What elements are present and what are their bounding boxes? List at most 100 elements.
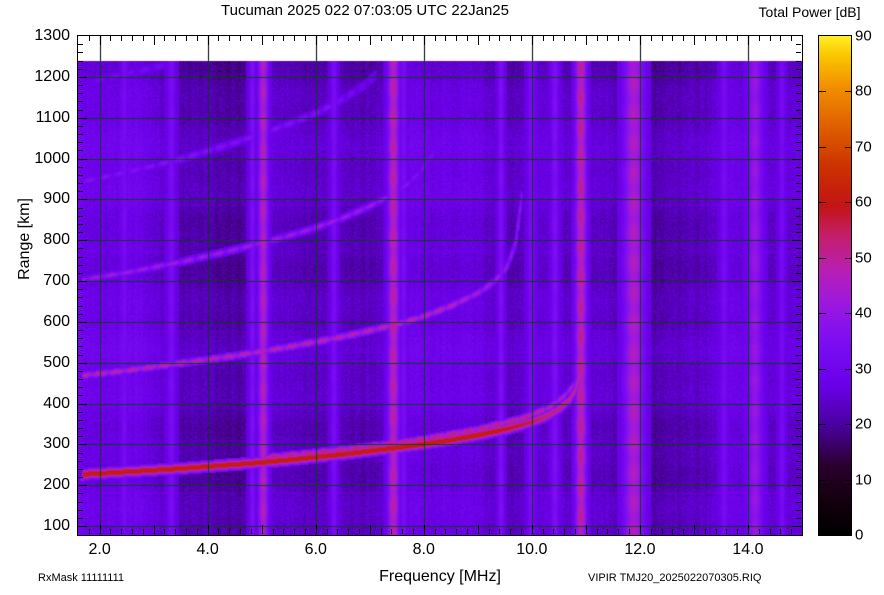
x-tick-mark xyxy=(154,36,155,45)
x-tick-mark xyxy=(597,529,598,534)
source-file-label: VIPIR TMJ20_2025022070305.RIQ xyxy=(588,572,762,584)
y-tick-mark xyxy=(796,387,801,388)
y-tick-label: 900 xyxy=(43,190,70,208)
x-tick-mark xyxy=(424,525,425,534)
x-tick-mark xyxy=(586,36,587,45)
x-tick-mark xyxy=(716,529,717,534)
y-tick-mark xyxy=(796,110,801,111)
x-tick-mark xyxy=(640,36,641,45)
y-tick-mark xyxy=(78,52,83,53)
y-tick-mark xyxy=(78,469,83,470)
x-tick-mark xyxy=(391,529,392,534)
x-tick-mark xyxy=(694,36,695,45)
ionogram-plot-area[interactable] xyxy=(77,35,803,536)
x-tick-mark xyxy=(662,529,663,534)
y-tick-mark xyxy=(796,93,801,94)
y-tick-mark xyxy=(796,248,801,249)
colorbar-title: Total Power [dB] xyxy=(758,4,861,20)
x-tick-mark xyxy=(748,36,749,45)
y-tick-mark xyxy=(78,493,83,494)
x-tick-mark xyxy=(607,529,608,534)
x-tick-mark xyxy=(240,529,241,534)
x-tick-mark xyxy=(305,529,306,534)
x-tick-mark xyxy=(197,529,198,534)
y-tick-mark xyxy=(796,510,801,511)
colorbar[interactable] xyxy=(818,35,852,536)
y-tick-mark xyxy=(78,412,83,413)
y-tick-mark xyxy=(78,436,83,437)
y-tick-mark xyxy=(78,118,87,119)
x-axis-title: Frequency [MHz] xyxy=(379,568,501,585)
y-tick-mark xyxy=(78,191,83,192)
x-tick-mark xyxy=(413,36,414,41)
colorbar-tick-label: 70 xyxy=(855,138,872,156)
y-tick-mark xyxy=(78,142,83,143)
x-tick-mark xyxy=(737,529,738,534)
x-tick-mark xyxy=(629,529,630,534)
x-tick-mark xyxy=(381,529,382,534)
x-tick-mark xyxy=(251,529,252,534)
x-tick-mark xyxy=(413,529,414,534)
y-tick-mark xyxy=(796,85,801,86)
y-tick-mark xyxy=(796,346,801,347)
x-tick-mark xyxy=(780,36,781,41)
y-tick-mark xyxy=(796,477,801,478)
y-tick-mark xyxy=(78,134,83,135)
y-tick-mark xyxy=(792,526,801,527)
x-tick-mark xyxy=(499,36,500,41)
y-tick-label: 400 xyxy=(43,394,70,412)
x-tick-mark xyxy=(683,529,684,534)
x-tick-mark xyxy=(294,36,295,41)
colorbar-gradient xyxy=(819,36,851,535)
colorbar-tick-mark xyxy=(845,424,852,425)
x-tick-mark xyxy=(251,36,252,41)
y-tick-mark xyxy=(78,518,83,519)
y-tick-mark xyxy=(78,110,83,111)
x-tick-mark xyxy=(478,525,479,534)
y-tick-mark xyxy=(78,175,83,176)
x-tick-mark xyxy=(337,36,338,41)
x-tick-mark xyxy=(456,529,457,534)
x-tick-mark xyxy=(672,529,673,534)
x-tick-mark xyxy=(435,529,436,534)
y-tick-mark xyxy=(796,208,801,209)
y-tick-mark xyxy=(792,322,801,323)
y-tick-mark xyxy=(78,240,87,241)
colorbar-tick-label: 80 xyxy=(855,82,872,100)
x-tick-mark xyxy=(337,529,338,534)
colorbar-tick-label: 0 xyxy=(855,526,864,544)
x-tick-mark xyxy=(121,36,122,41)
x-tick-label: 4.0 xyxy=(196,541,219,558)
x-tick-mark xyxy=(143,36,144,41)
y-tick-label: 500 xyxy=(43,353,70,371)
y-tick-mark xyxy=(796,150,801,151)
y-tick-mark xyxy=(78,363,87,364)
y-tick-mark xyxy=(796,232,801,233)
x-tick-mark xyxy=(759,36,760,41)
y-tick-mark xyxy=(78,273,83,274)
x-tick-mark xyxy=(445,529,446,534)
x-tick-mark xyxy=(489,36,490,41)
x-tick-mark xyxy=(726,36,727,41)
x-tick-mark xyxy=(370,525,371,534)
x-tick-mark xyxy=(186,529,187,534)
y-tick-mark xyxy=(78,444,87,445)
y-tick-mark xyxy=(78,289,83,290)
x-tick-mark xyxy=(705,529,706,534)
colorbar-tick-mark xyxy=(845,91,852,92)
y-tick-mark xyxy=(78,453,83,454)
y-tick-mark xyxy=(796,371,801,372)
x-tick-mark xyxy=(273,529,274,534)
y-tick-mark xyxy=(78,101,83,102)
x-tick-mark xyxy=(175,529,176,534)
x-tick-mark xyxy=(521,36,522,41)
y-tick-mark xyxy=(796,428,801,429)
y-tick-label: 600 xyxy=(43,312,70,330)
x-tick-mark xyxy=(391,36,392,41)
x-tick-mark xyxy=(100,36,101,45)
colorbar-tick-label: 30 xyxy=(855,360,872,378)
y-tick-mark xyxy=(78,61,83,62)
x-tick-mark xyxy=(164,36,165,41)
x-tick-mark xyxy=(770,529,771,534)
ionogram-heatmap-canvas[interactable] xyxy=(78,36,802,535)
